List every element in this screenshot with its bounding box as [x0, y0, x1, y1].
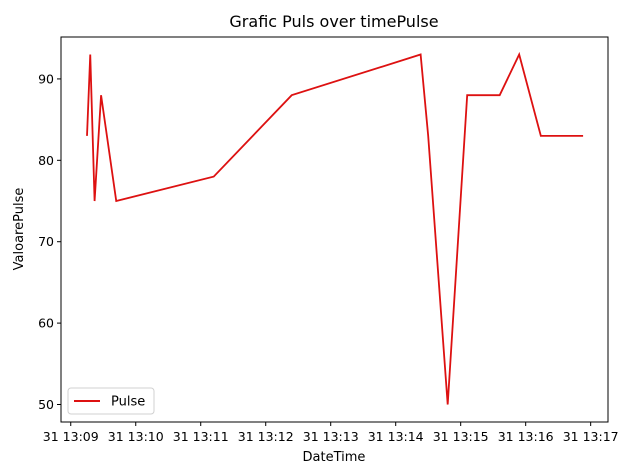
chart-title: Grafic Puls over timePulse	[229, 12, 438, 31]
x-tick-label: 31 13:09	[43, 429, 99, 444]
x-tick-label: 31 13:11	[173, 429, 229, 444]
x-tick-label: 31 13:13	[303, 429, 359, 444]
plot-frame	[60, 36, 609, 423]
x-tick-label: 31 13:10	[108, 429, 164, 444]
y-tick-label: 60	[38, 316, 54, 331]
legend-box	[67, 387, 155, 415]
x-axis-label: DateTime	[303, 450, 366, 465]
series-line-pulse	[86, 51, 584, 405]
plot-area: 31 13:09 31 13:10 31 13:11 31 13:12 31 13:13…	[38, 36, 619, 444]
y-tick-label: 70	[38, 234, 54, 249]
x-tick-label: 31 13:16	[498, 429, 554, 444]
y-axis-label: ValoarePulse	[12, 188, 27, 271]
y-tick-label: 90	[38, 71, 54, 86]
y-tick-label: 80	[38, 153, 54, 168]
legend: Pulse	[67, 387, 155, 415]
x-axis: 31 13:09 31 13:10 31 13:11 31 13:12 31 13:13…	[43, 422, 619, 444]
x-tick-label: 31 13:14	[368, 429, 424, 444]
x-tick-label: 31 13:12	[238, 429, 294, 444]
x-tick-label: 31 13:15	[433, 429, 489, 444]
x-tick-label: 31 13:17	[563, 429, 619, 444]
legend-label: Pulse	[111, 395, 145, 410]
series-layer	[86, 51, 584, 405]
y-tick-label: 50	[38, 397, 54, 412]
y-axis: 50 60 70 80 90	[38, 71, 61, 412]
